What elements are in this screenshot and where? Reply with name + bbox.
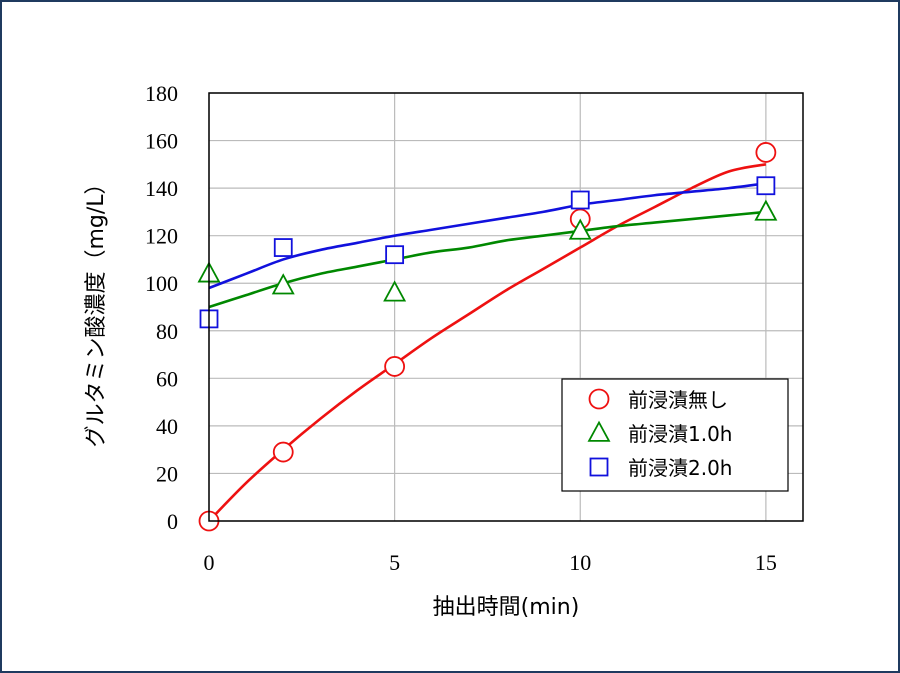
- legend-marker-series-2: [587, 420, 611, 442]
- x-tick-label: 0: [204, 550, 215, 575]
- y-tick-label: 100: [145, 271, 178, 296]
- y-tick-label: 140: [145, 176, 178, 201]
- y-tick-label: 160: [145, 129, 178, 154]
- data-point-series-1: [272, 441, 294, 463]
- fit-line-series-2: [208, 210, 766, 309]
- legend-marker-series-3: [589, 457, 609, 477]
- fit-line-series-3: [208, 182, 767, 290]
- legend-label-series-1: 前浸漬無し: [628, 388, 728, 412]
- y-tick-label: 40: [156, 414, 178, 439]
- data-point-series-2: [271, 273, 295, 295]
- data-point-series-3: [756, 176, 776, 196]
- x-tick-labels: 0 5 10 15: [204, 550, 777, 575]
- y-tick-label: 0: [167, 509, 178, 534]
- y-tick-label: 80: [156, 319, 178, 344]
- y-tick-label: 60: [156, 366, 178, 391]
- fit-lines: [208, 163, 767, 522]
- data-point-series-2: [754, 199, 778, 221]
- x-tick-label: 5: [389, 550, 400, 575]
- data-point-series-3: [570, 190, 590, 210]
- y-tick-label: 180: [145, 81, 178, 106]
- x-tick-label: 10: [569, 550, 591, 575]
- data-point-series-1: [755, 142, 777, 163]
- data-point-series-2: [383, 280, 407, 302]
- legend-marker-series-1: [588, 388, 610, 410]
- legend-label-series-3: 前浸漬2.0h: [628, 456, 732, 480]
- plot-area-border: [208, 92, 804, 522]
- x-axis-label: 抽出時間(min): [433, 595, 580, 620]
- x-tick-label: 15: [755, 550, 777, 575]
- y-tick-labels: 0 20 40 60 80 100 120 140 160 180: [145, 81, 178, 534]
- y-tick-label: 20: [156, 461, 178, 486]
- legend-label-series-2: 前浸漬1.0h: [628, 422, 732, 446]
- y-tick-label: 120: [145, 224, 178, 249]
- data-point-series-3: [273, 238, 293, 257]
- data-point-series-2: [568, 218, 592, 240]
- data-point-series-3: [385, 245, 405, 265]
- data-point-series-1: [384, 356, 406, 377]
- fit-line-series-1: [208, 163, 767, 522]
- y-axis-label: グルタミン酸濃度（mg/L）: [84, 172, 109, 447]
